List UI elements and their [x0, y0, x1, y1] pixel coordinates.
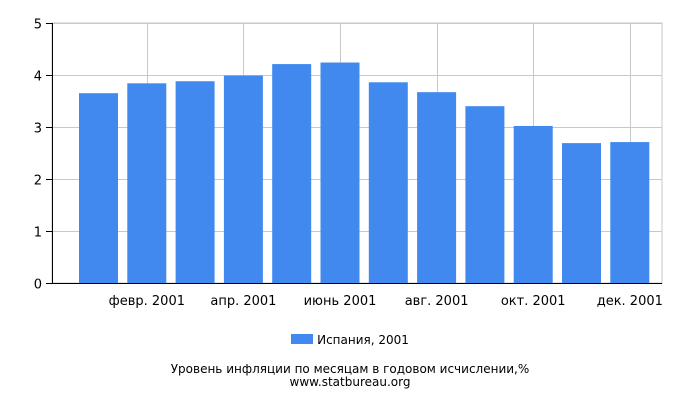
y-tick-label: 1	[34, 226, 42, 241]
chart-title: Уровень инфляции по месяцам в годовом ис…	[170, 362, 530, 376]
bar	[223, 75, 263, 284]
bar	[79, 93, 118, 283]
x-tick-label: авг. 2001	[405, 294, 469, 309]
bar	[368, 82, 408, 283]
legend: Испания, 2001	[0, 332, 700, 348]
y-tick-label: 4	[34, 70, 42, 85]
x-tick-label: июнь 2001	[304, 294, 377, 309]
bar	[610, 142, 650, 283]
bar	[320, 62, 360, 283]
chart-caption: Уровень инфляции по месяцам в годовом ис…	[0, 363, 700, 389]
bar	[513, 125, 553, 284]
y-tick-label: 5	[34, 18, 42, 33]
bar	[465, 106, 505, 283]
x-tick-label: апр. 2001	[210, 294, 276, 309]
y-tick-label: 3	[34, 122, 42, 137]
bar-chart: 0 1 2 3 4 5 февр. 2001 апр. 2001 июнь 2001 авг. 2…	[34, 18, 663, 310]
x-tick-label: февр. 2001	[109, 294, 185, 309]
source-url[interactable]: www.statbureau.org	[289, 375, 411, 389]
bar	[127, 83, 167, 283]
bar	[175, 81, 215, 284]
legend-swatch	[291, 333, 314, 344]
x-tick-label: дек. 2001	[597, 294, 663, 309]
x-tick-label: окт. 2001	[501, 294, 566, 309]
bar	[562, 143, 601, 283]
bar	[417, 92, 457, 283]
bar	[272, 64, 312, 283]
y-tick-label: 0	[34, 278, 42, 293]
y-tick-label: 2	[34, 174, 42, 189]
legend-label: Испания, 2001	[317, 333, 409, 347]
